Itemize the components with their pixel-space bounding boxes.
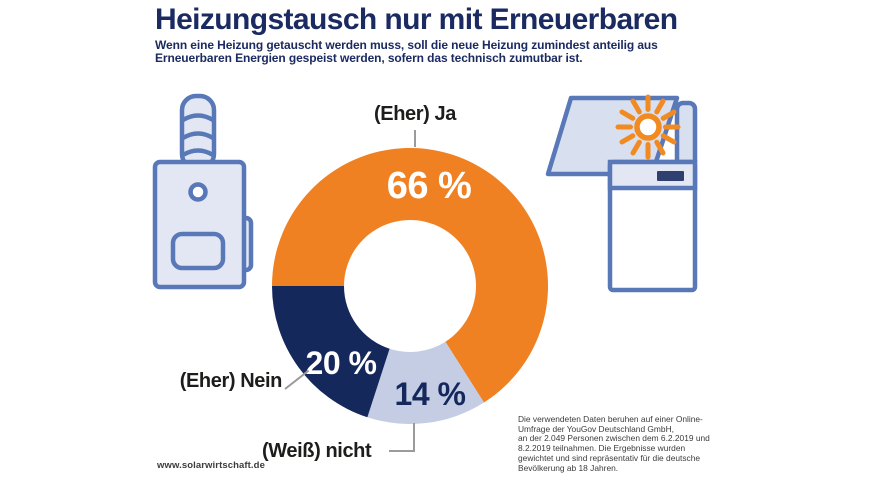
source-url: www.solarwirtschaft.de (157, 460, 265, 471)
chimney-ring-3 (181, 148, 215, 157)
subtitle-line-1: Wenn eine Heizung getauscht werden muss,… (155, 38, 658, 52)
solar-panel-sun-heatpump-icon (545, 94, 698, 293)
segment-value-weiss: 14 % (394, 376, 466, 412)
donut-chart (272, 148, 548, 424)
segment-label-weiss: (Weiß) nicht (262, 440, 372, 462)
segment-label-ja: (Eher) Ja (374, 103, 456, 125)
boiler-door (170, 231, 226, 271)
page-title: Heizungstausch nur mit Erneuerbaren (155, 3, 678, 36)
chimney-ring-1 (181, 113, 215, 122)
boiler-gauge (188, 182, 208, 202)
segment-value-nein: 20 % (305, 345, 377, 381)
segment-value-ja: 66 % (386, 165, 472, 207)
heatpump-back-duct (674, 100, 698, 170)
sun-rays (615, 94, 681, 160)
chimney-ring-2 (181, 131, 215, 140)
sun-icon (615, 94, 681, 160)
donut-segment-0 (272, 148, 548, 403)
subtitle-line-2: Erneuerbaren Energien gespeist werden, s… (155, 51, 583, 65)
survey-disclaimer: Die verwendeten Daten beruhen auf einer … (518, 414, 710, 473)
boiler-icon (152, 93, 254, 290)
callout-line-weiss (389, 423, 415, 452)
donut-segment-1 (367, 341, 484, 424)
sun-core (634, 113, 662, 141)
callout-line-ja (414, 130, 416, 147)
heatpump-display (657, 171, 684, 181)
page-subtitle: Wenn eine Heizung getauscht werden muss,… (155, 39, 658, 65)
donut-segment-2 (272, 286, 390, 418)
segment-label-nein: (Eher) Nein (179, 370, 283, 392)
